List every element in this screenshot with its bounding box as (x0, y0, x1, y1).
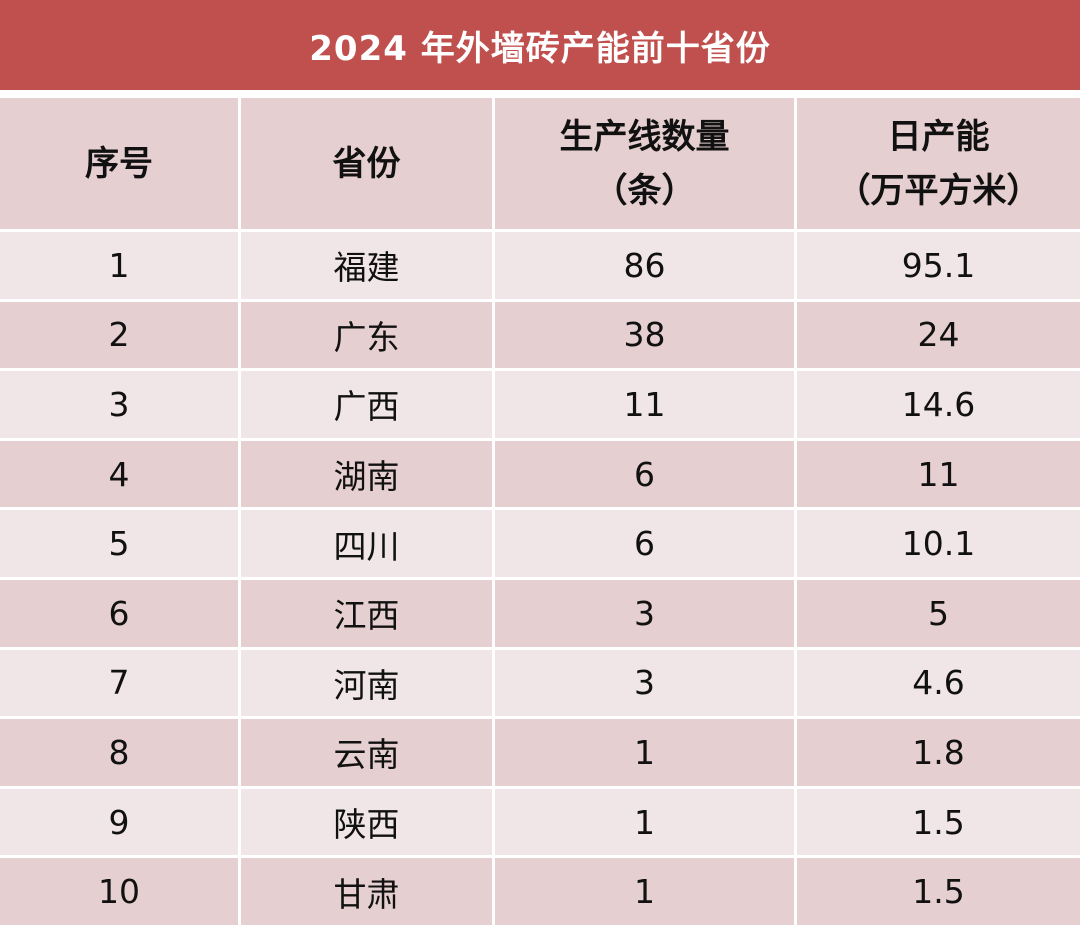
header-index-label: 序号 (85, 143, 153, 184)
cell-province: 河南 (238, 649, 492, 720)
header-capacity-unit: （万平方米） (836, 170, 1041, 211)
cell-daily-capacity: 1.8 (794, 719, 1080, 789)
cell-province: 四川 (238, 510, 492, 580)
cell-index: 3 (0, 371, 238, 441)
cell-daily-capacity: 11 (794, 440, 1080, 511)
header-row: 序号 省份 生产线数量 （条） 日产能 （万平方米） (0, 98, 1080, 232)
cell-daily-capacity: 5 (794, 579, 1080, 650)
header-lines-unit: （条） (593, 170, 696, 211)
cell-production-lines: 3 (492, 579, 794, 650)
table-row: 5 四川 6 10.1 (0, 510, 1080, 580)
cell-daily-capacity: 10.1 (794, 510, 1080, 580)
cell-daily-capacity: 14.6 (794, 371, 1080, 441)
cell-province: 陕西 (238, 788, 492, 859)
cell-daily-capacity: 4.6 (794, 649, 1080, 720)
cell-index: 4 (0, 440, 238, 511)
table-row: 3 广西 11 14.6 (0, 371, 1080, 441)
table-row: 2 广东 38 24 (0, 301, 1080, 372)
table-row: 8 云南 1 1.8 (0, 719, 1080, 789)
cell-index: 8 (0, 719, 238, 789)
cell-index: 9 (0, 788, 238, 859)
table-row: 9 陕西 1 1.5 (0, 788, 1080, 859)
cell-index: 7 (0, 649, 238, 720)
cell-daily-capacity: 1.5 (794, 788, 1080, 859)
cell-daily-capacity: 95.1 (794, 232, 1080, 302)
table-row: 7 河南 3 4.6 (0, 649, 1080, 720)
header-province: 省份 (238, 98, 492, 232)
capacity-table: 序号 省份 生产线数量 （条） 日产能 （万平方米） 1 福建 86 95.1 2 广东 3… (0, 98, 1080, 928)
cell-index: 1 (0, 232, 238, 302)
table-row: 10 甘肃 1 1.5 (0, 858, 1080, 928)
cell-production-lines: 1 (492, 719, 794, 789)
cell-province: 云南 (238, 719, 492, 789)
table-row: 6 江西 3 5 (0, 579, 1080, 650)
cell-production-lines: 6 (492, 440, 794, 511)
cell-province: 广西 (238, 371, 492, 441)
header-index: 序号 (0, 98, 238, 232)
cell-province: 福建 (238, 232, 492, 302)
cell-province: 江西 (238, 579, 492, 650)
cell-daily-capacity: 1.5 (794, 858, 1080, 928)
table-header: 序号 省份 生产线数量 （条） 日产能 （万平方米） (0, 98, 1080, 232)
cell-production-lines: 6 (492, 510, 794, 580)
cell-province: 甘肃 (238, 858, 492, 928)
table-body: 1 福建 86 95.1 2 广东 38 24 3 广西 11 14.6 4 湖南 6 11 5 四川 6 10.1 6… (0, 232, 1080, 928)
cell-index: 5 (0, 510, 238, 580)
cell-production-lines: 38 (492, 301, 794, 372)
table-row: 1 福建 86 95.1 (0, 232, 1080, 302)
header-capacity-label: 日产能 (887, 116, 990, 157)
cell-production-lines: 86 (492, 232, 794, 302)
cell-daily-capacity: 24 (794, 301, 1080, 372)
header-daily-capacity: 日产能 （万平方米） (794, 98, 1080, 232)
cell-province: 广东 (238, 301, 492, 372)
title-divider (0, 90, 1080, 98)
cell-production-lines: 11 (492, 371, 794, 441)
table-title: 2024 年外墙砖产能前十省份 (0, 0, 1080, 90)
header-production-lines: 生产线数量 （条） (492, 98, 794, 232)
cell-production-lines: 1 (492, 788, 794, 859)
cell-index: 2 (0, 301, 238, 372)
cell-index: 6 (0, 579, 238, 650)
cell-production-lines: 1 (492, 858, 794, 928)
cell-production-lines: 3 (492, 649, 794, 720)
cell-index: 10 (0, 858, 238, 928)
cell-province: 湖南 (238, 440, 492, 511)
table-row: 4 湖南 6 11 (0, 440, 1080, 511)
header-lines-label: 生产线数量 (559, 116, 730, 157)
header-province-label: 省份 (332, 143, 401, 184)
